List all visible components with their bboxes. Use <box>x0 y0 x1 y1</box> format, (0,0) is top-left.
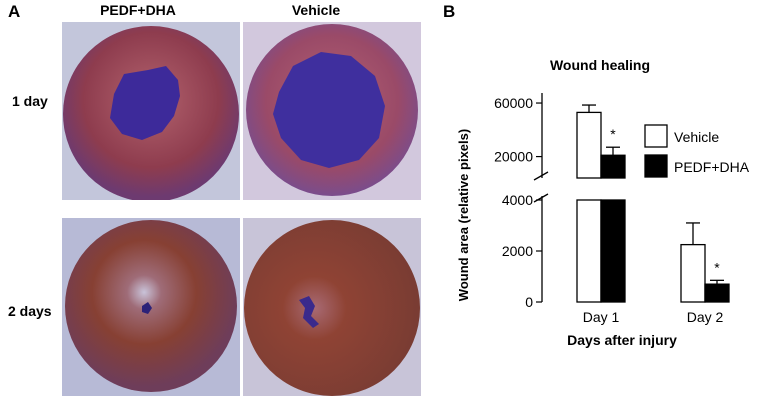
x-axis-label: Days after injury <box>567 332 677 348</box>
wound-area <box>142 302 152 314</box>
bar-pedf-dha <box>704 283 730 303</box>
wound-area <box>110 66 180 140</box>
eye-photo-vehicle-day1 <box>243 22 421 200</box>
eye-photo-vehicle-day2 <box>243 218 421 396</box>
column-header-vehicle: Vehicle <box>291 2 341 18</box>
bar-vehicle <box>576 111 602 179</box>
axis-break-mark <box>533 171 549 181</box>
significance-marker: * <box>714 259 720 275</box>
y-tick-label: 60000 <box>494 95 533 111</box>
y-tick-label: 0 <box>525 294 533 310</box>
legend-label: Vehicle <box>674 129 719 145</box>
legend-swatch <box>644 154 668 178</box>
legend-swatch <box>644 124 668 148</box>
panel-b-label: B <box>443 2 456 21</box>
y-tick-label: 4000 <box>502 192 533 208</box>
bar-vehicle <box>680 243 706 303</box>
eye-photo-pedf-dha-day2 <box>62 218 240 396</box>
y-axis-label: Wound area (relative pixels) <box>456 129 471 301</box>
chart-title: Wound healing <box>550 57 650 73</box>
axis-break-mark <box>533 193 549 203</box>
panel-a-label: A <box>8 2 21 21</box>
wound-area <box>273 52 385 168</box>
significance-marker: * <box>610 126 616 142</box>
bar-pedf-dha <box>600 199 626 303</box>
bar-vehicle <box>576 199 602 303</box>
y-tick-label: 2000 <box>502 243 533 259</box>
legend-label: PEDF+DHA <box>674 159 750 175</box>
eye-photo-pedf-dha-day1 <box>62 22 240 200</box>
row-header-1-day: 1 day <box>12 93 48 109</box>
x-tick-label: Day 1 <box>583 309 620 325</box>
bar-pedf-dha <box>600 154 626 179</box>
column-header-pedf-dha: PEDF+DHA <box>100 2 176 18</box>
row-header-2-days: 2 days <box>8 303 52 319</box>
x-tick-label: Day 2 <box>687 309 724 325</box>
wound-healing-chart: Wound healing Wound area (relative pixel… <box>456 57 750 348</box>
wound-area <box>299 296 319 328</box>
y-tick-label: 20000 <box>494 149 533 165</box>
